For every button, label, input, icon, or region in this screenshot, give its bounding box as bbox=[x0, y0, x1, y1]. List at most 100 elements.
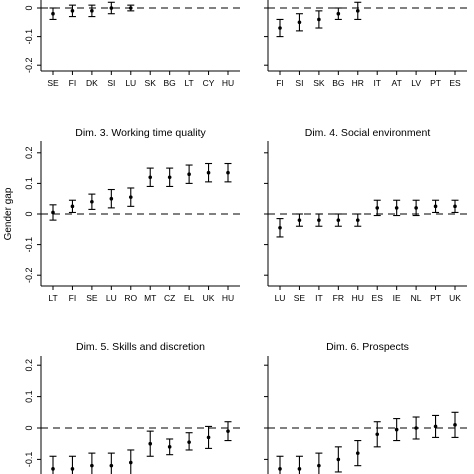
data-point-4 bbox=[334, 446, 342, 473]
data-point-7 bbox=[166, 438, 174, 456]
point-estimate bbox=[336, 218, 341, 222]
data-point-2 bbox=[295, 455, 303, 474]
x-tick-label: LU bbox=[125, 78, 136, 88]
data-point-9 bbox=[432, 414, 440, 438]
x-tick-label: LU bbox=[275, 293, 286, 303]
point-estimate bbox=[355, 451, 360, 455]
data-point-1 bbox=[49, 7, 57, 20]
y-tick-label: -0.1 bbox=[24, 237, 34, 253]
data-point-4 bbox=[107, 452, 115, 474]
x-tick-label: AT bbox=[392, 78, 402, 88]
data-point-8 bbox=[185, 164, 193, 184]
data-point-9 bbox=[205, 425, 213, 449]
x-tick-label: IE bbox=[393, 293, 401, 303]
data-point-6 bbox=[146, 430, 154, 457]
data-point-5 bbox=[354, 213, 362, 227]
x-tick-label: SI bbox=[295, 78, 303, 88]
point-estimate bbox=[109, 463, 114, 468]
x-tick-label: DK bbox=[86, 78, 98, 88]
y-tick-label: -0.2 bbox=[24, 57, 34, 73]
point-estimate bbox=[206, 170, 211, 175]
data-point-9 bbox=[205, 162, 213, 183]
y-tick-label: -0.2 bbox=[24, 267, 34, 283]
x-tick-label: LT bbox=[48, 293, 57, 303]
point-estimate bbox=[128, 195, 133, 199]
y-axis-label: Gender gap bbox=[3, 187, 14, 240]
panel-3: Dim. 3. Working time quality -0.2 -0.1 0 0.1… bbox=[24, 127, 240, 303]
point-estimate bbox=[226, 429, 230, 433]
point-estimate bbox=[109, 196, 114, 201]
data-point-5 bbox=[127, 187, 135, 207]
x-tick-label: SE bbox=[47, 78, 59, 88]
data-point-7 bbox=[393, 418, 401, 442]
data-point-1 bbox=[276, 18, 284, 38]
point-estimate bbox=[90, 199, 94, 204]
point-estimate bbox=[433, 204, 438, 209]
point-estimate bbox=[317, 463, 321, 468]
point-estimate bbox=[414, 426, 418, 430]
data-point-4 bbox=[107, 1, 115, 15]
panels: 0 -0.1 -0.2 SE FI DK SI LU SK BG LT CY HU FI SI SK BG HR I… bbox=[24, 0, 467, 474]
data-point-1 bbox=[276, 455, 284, 474]
point-estimate bbox=[433, 424, 438, 429]
x-tick-label: ES bbox=[372, 293, 384, 303]
point-estimate bbox=[317, 17, 321, 22]
data-point-10 bbox=[224, 162, 232, 183]
data-point-3 bbox=[88, 193, 96, 210]
point-estimate bbox=[128, 460, 133, 465]
point-estimate bbox=[206, 435, 211, 440]
panel-title: Dim. 4. Social environment bbox=[305, 127, 431, 139]
data-point-2 bbox=[68, 199, 76, 214]
y-tick-label: -0.1 bbox=[24, 452, 34, 468]
x-tick-label: SE bbox=[294, 293, 306, 303]
data-point-6 bbox=[146, 167, 154, 188]
x-tick-label: HR bbox=[352, 78, 364, 88]
panel-title: Dim. 5. Skills and discretion bbox=[76, 341, 205, 353]
x-tick-label: HU bbox=[222, 78, 234, 88]
data-point-4 bbox=[107, 188, 115, 209]
x-tick-label: CZ bbox=[164, 293, 175, 303]
data-point-3 bbox=[315, 452, 323, 474]
data-point-6 bbox=[373, 421, 381, 448]
data-point-2 bbox=[295, 13, 303, 32]
point-estimate bbox=[317, 218, 321, 222]
point-estimate bbox=[375, 206, 380, 210]
panel-6: Dim. 6. Prospects bbox=[264, 341, 467, 474]
x-tick-label: FR bbox=[333, 293, 344, 303]
panel-5: Dim. 5. Skills and discretion -0.1 0 0.1 0.2 bbox=[24, 341, 240, 474]
panel-2: FI SI SK BG HR IT AT LV PT ES bbox=[264, 0, 467, 88]
data-point-4 bbox=[334, 213, 342, 227]
x-tick-label: CY bbox=[203, 78, 215, 88]
point-estimate bbox=[394, 206, 399, 210]
data-point-8 bbox=[412, 199, 420, 217]
y-tick-label: 0.1 bbox=[24, 390, 34, 403]
data-point-5 bbox=[127, 449, 135, 474]
data-point-10 bbox=[451, 199, 459, 214]
data-point-1 bbox=[49, 455, 57, 474]
point-estimate bbox=[109, 6, 114, 10]
point-estimate bbox=[51, 11, 55, 16]
point-estimate bbox=[148, 441, 153, 446]
y-tick-label: 0 bbox=[24, 425, 34, 430]
x-tick-label: LU bbox=[106, 293, 117, 303]
data-point-9 bbox=[432, 199, 440, 214]
x-tick-label: IT bbox=[373, 78, 381, 88]
point-estimate bbox=[297, 20, 302, 25]
x-tick-label: FI bbox=[69, 78, 77, 88]
point-estimate bbox=[336, 457, 341, 462]
x-tick-label: ES bbox=[449, 78, 461, 88]
y-tick-label: 0.1 bbox=[24, 177, 34, 190]
y-tick-label: 0 bbox=[24, 211, 34, 216]
y-tick-label: -0.1 bbox=[24, 29, 34, 45]
data-point-4 bbox=[334, 7, 342, 20]
data-point-3 bbox=[315, 213, 323, 227]
point-estimate bbox=[278, 467, 282, 471]
panel-1: 0 -0.1 -0.2 SE FI DK SI LU SK BG LT CY HU bbox=[24, 0, 240, 88]
data-point-2 bbox=[295, 213, 303, 227]
point-estimate bbox=[90, 463, 94, 468]
x-tick-label: UK bbox=[449, 293, 461, 303]
point-estimate bbox=[414, 206, 418, 210]
data-point-1 bbox=[276, 218, 284, 238]
point-estimate bbox=[278, 225, 282, 230]
